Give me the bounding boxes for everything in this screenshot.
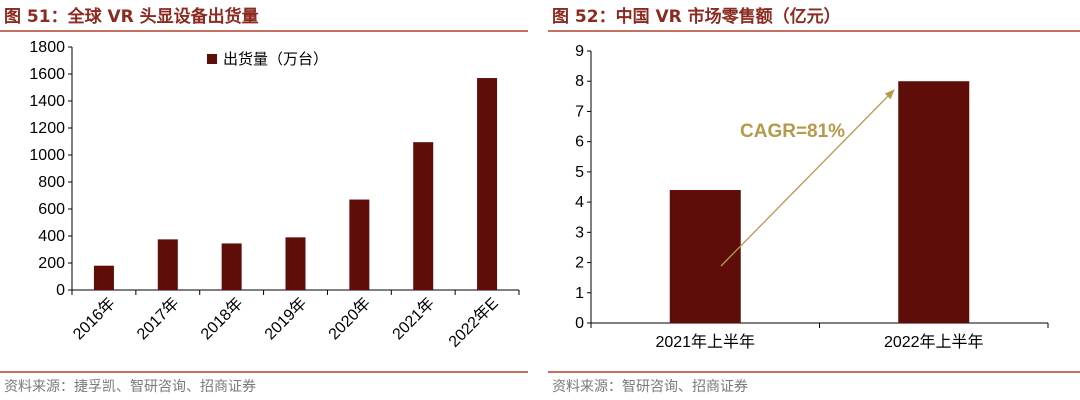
y-tick-label: 0 xyxy=(575,315,584,332)
bar xyxy=(221,243,242,290)
y-tick-label: 4 xyxy=(575,194,584,211)
bar xyxy=(157,239,178,290)
bar xyxy=(669,190,741,323)
x-tick-label: 2019年 xyxy=(261,294,310,343)
y-tick-label: 1000 xyxy=(29,147,65,164)
y-tick-label: 1800 xyxy=(29,39,65,56)
y-tick-label: 8 xyxy=(575,73,584,90)
shipment-bar-chart: 0 200 400 600 800 1000 1200 1400 1600 1800 2016年 20… xyxy=(29,39,520,351)
y-tick-label: 1200 xyxy=(29,120,65,137)
cagr-arrow xyxy=(720,89,895,267)
retail-figure-panel: 图 52：中国 VR 市场零售额（亿元） 0 1 2 3 4 5 6 7 8 9 2021年上半年 2… xyxy=(548,0,1080,400)
y-tick-label: 2 xyxy=(575,255,584,272)
y-tick-label: 3 xyxy=(575,224,584,241)
y-tick-label: 400 xyxy=(38,228,65,245)
y-tick-label: 0 xyxy=(56,282,65,299)
y-tick-label: 7 xyxy=(575,103,584,120)
y-tick-label: 600 xyxy=(38,201,65,218)
y-tick-label: 1400 xyxy=(29,93,65,110)
bar xyxy=(413,142,434,290)
x-tick-label: 2022年E xyxy=(445,294,502,351)
source-rule xyxy=(548,371,1080,373)
figure-52-source: 资料来源：智研咨询、招商证券 xyxy=(552,379,748,395)
y-tick-label: 1 xyxy=(575,285,584,302)
retail-bar-chart: 0 1 2 3 4 5 6 7 8 9 2021年上半年 2022年上半年 CAGR=81% xyxy=(575,43,1049,351)
bar xyxy=(285,237,306,290)
figure-51-source: 资料来源：捷孚凯、智研咨询、招商证券 xyxy=(4,379,256,395)
y-tick-label: 5 xyxy=(575,164,584,181)
legend: 出货量（万台） xyxy=(207,51,328,68)
shipment-figure-panel: 图 51：全球 VR 头显设备出货量 0 200 400 600 800 1000 1200… xyxy=(0,0,528,400)
bar xyxy=(93,265,114,290)
x-tick-label: 2018年 xyxy=(197,294,246,343)
y-tick-label: 1600 xyxy=(29,66,65,83)
x-tick-label: 2021年上半年 xyxy=(655,333,755,351)
x-tick-label: 2020年 xyxy=(325,294,374,343)
title-rule xyxy=(548,30,1080,32)
x-tick-label: 2016年 xyxy=(70,294,119,343)
x-tick-label: 2021年 xyxy=(389,294,438,343)
bar xyxy=(349,199,370,290)
y-tick-label: 6 xyxy=(575,134,584,151)
y-tick-label: 200 xyxy=(38,255,65,272)
title-rule xyxy=(0,30,528,32)
legend-swatch xyxy=(207,54,217,64)
figure-52-title: 图 52：中国 VR 市场零售额（亿元） xyxy=(552,7,841,27)
bar xyxy=(477,78,498,290)
x-tick-label: 2017年 xyxy=(133,294,182,343)
cagr-annotation: CAGR=81% xyxy=(740,121,845,142)
figure-51-title: 图 51：全球 VR 头显设备出货量 xyxy=(4,7,259,27)
y-tick-label: 9 xyxy=(575,43,584,60)
bar xyxy=(898,81,970,323)
source-rule xyxy=(0,371,528,373)
legend-label: 出货量（万台） xyxy=(223,51,328,68)
y-tick-label: 800 xyxy=(38,174,65,191)
x-tick-label: 2022年上半年 xyxy=(884,333,984,351)
